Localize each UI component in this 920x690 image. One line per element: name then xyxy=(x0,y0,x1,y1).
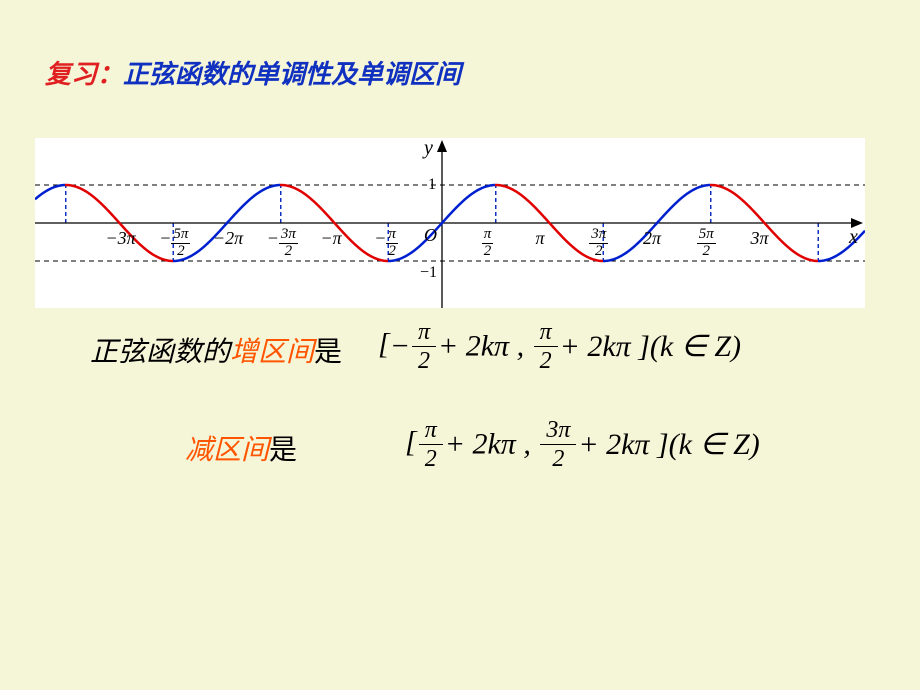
increasing-formula: [−π2+ 2kπ , π2+ 2kπ ](k ∈ Z) xyxy=(378,320,741,373)
l2-b: 是 xyxy=(269,435,297,466)
svg-text:O: O xyxy=(424,225,437,245)
l2-a: 减区间 xyxy=(185,435,269,466)
l1-c: 是 xyxy=(314,337,342,368)
svg-text:y: y xyxy=(422,138,433,159)
l1-a: 正弦函数的 xyxy=(90,337,230,368)
l1-b: 增区间 xyxy=(230,337,314,368)
slide-title: 复习：正弦函数的单调性及单调区间 xyxy=(45,54,461,91)
sine-chart: yO1−1x −3π−5π2−2π−3π2−π−π2π2π3π22π5π23π xyxy=(35,138,865,308)
decreasing-formula: [π2+ 2kπ , 3π2+ 2kπ ](k ∈ Z) xyxy=(405,418,760,471)
svg-text:1: 1 xyxy=(428,176,436,193)
sine-svg: y O 1 −1 x xyxy=(35,138,865,308)
title-main: 正弦函数的单调性及单调区间 xyxy=(123,60,461,89)
increasing-text: 正弦函数的增区间是 xyxy=(90,330,342,370)
svg-text:x: x xyxy=(848,226,858,248)
decreasing-text: 减区间是 xyxy=(185,428,297,468)
title-prefix: 复习： xyxy=(45,60,123,89)
svg-text:−1: −1 xyxy=(420,264,437,281)
